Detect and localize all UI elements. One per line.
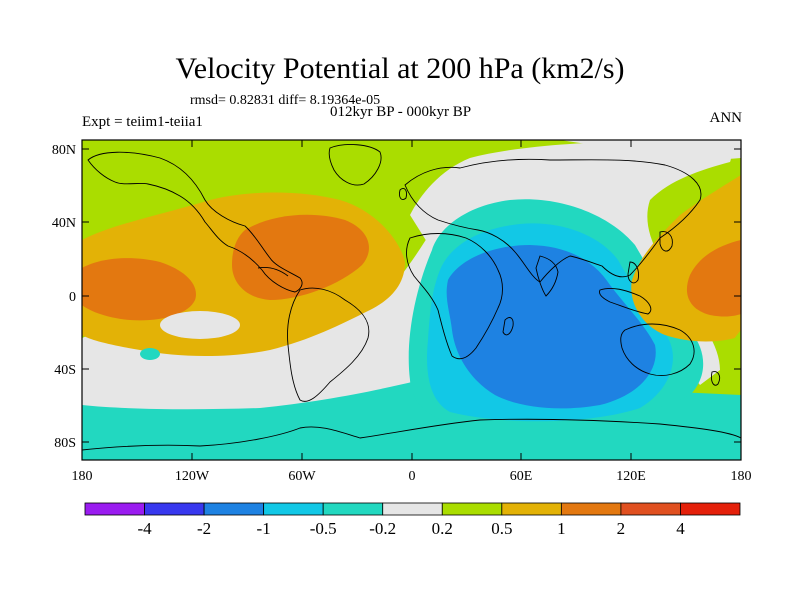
lon-label-120w: 120W xyxy=(175,469,210,484)
colorbar-swatch-9 xyxy=(620,502,681,516)
field-blue-core xyxy=(446,245,656,409)
colorbar-swatch-7 xyxy=(501,502,562,516)
colorbar-label-0: -4 xyxy=(137,519,152,538)
field-dark-orange-east xyxy=(686,240,741,317)
field-neutral-south xyxy=(82,225,435,420)
colorbar-label-9: 4 xyxy=(676,519,685,538)
field-neutral-arctic xyxy=(560,140,741,160)
field-teal-blob xyxy=(140,348,160,360)
lat-label-80s: 80S xyxy=(54,436,76,451)
contour-field xyxy=(82,140,741,460)
lat-ticks xyxy=(82,148,741,443)
field-dark-orange-atlantic xyxy=(232,214,369,300)
lon-ticks xyxy=(191,140,632,460)
period-text: 012kyr BP - 000kyr BP xyxy=(330,104,472,120)
coastlines xyxy=(82,144,741,451)
colorbar-label-5: 0.2 xyxy=(432,519,453,538)
experiment-label: Expt = teiim1-teiia1 xyxy=(82,114,203,130)
colorbar-labels: -4 -2 -1 -0.5 -0.2 0.2 0.5 1 2 4 xyxy=(137,519,685,538)
lat-label-80n: 80N xyxy=(52,143,76,158)
colorbar-label-7: 1 xyxy=(557,519,566,538)
colorbar-swatch-4 xyxy=(322,502,384,516)
lon-label-120e: 120E xyxy=(616,469,646,484)
field-green-east xyxy=(724,330,741,380)
colorbar-swatch-10 xyxy=(680,502,741,516)
lon-label-0: 0 xyxy=(409,469,416,484)
lat-label-40n: 40N xyxy=(52,216,76,231)
lon-label-180e: 180 xyxy=(731,469,752,484)
field-dark-orange-pacific xyxy=(82,258,196,321)
lat-label-0: 0 xyxy=(69,290,76,305)
colorbar-swatch-3 xyxy=(263,502,324,516)
colorbar-label-4: -0.2 xyxy=(369,519,396,538)
colorbar-swatch-5 xyxy=(382,502,443,516)
colorbar-swatch-2 xyxy=(203,502,265,516)
colorbar xyxy=(84,502,741,516)
colorbar-swatch-6 xyxy=(441,502,503,516)
season-label: ANN xyxy=(709,110,743,126)
colorbar-label-3: -0.5 xyxy=(310,519,337,538)
lat-label-40s: 40S xyxy=(54,363,76,378)
lon-label-180w: 180 xyxy=(72,469,93,484)
colorbar-label-2: -1 xyxy=(257,519,271,538)
colorbar-label-1: -2 xyxy=(197,519,211,538)
stats-text: rmsd= 0.82831 diff= 8.19364e-05 xyxy=(190,93,381,108)
colorbar-label-6: 0.5 xyxy=(491,519,512,538)
colorbar-swatch-1 xyxy=(144,502,205,516)
field-neutral-blob xyxy=(160,311,240,339)
colorbar-swatch-0 xyxy=(84,502,145,516)
plot-title: Velocity Potential at 200 hPa (km2/s) xyxy=(175,52,625,85)
colorbar-label-8: 2 xyxy=(617,519,626,538)
lon-label-60e: 60E xyxy=(510,469,533,484)
colorbar-swatch-8 xyxy=(560,502,622,516)
field-neutral-north xyxy=(410,141,731,385)
lon-label-60w: 60W xyxy=(288,469,316,484)
